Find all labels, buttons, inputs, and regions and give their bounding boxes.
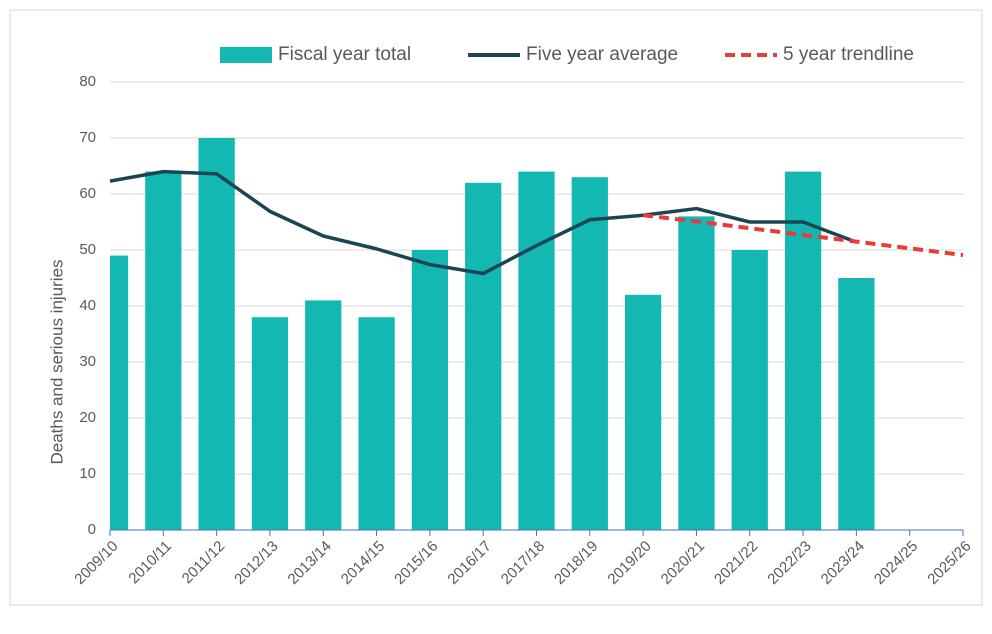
legend-label: Fiscal year total	[278, 44, 411, 65]
bar	[465, 182, 502, 530]
bar	[518, 171, 555, 530]
y-tick-label: 10	[79, 465, 96, 482]
line-series	[642, 213, 964, 258]
y-tick-label: 30	[79, 353, 96, 370]
legend-label: Five year average	[526, 44, 678, 65]
bar	[358, 317, 395, 530]
bar	[678, 216, 715, 530]
y-tick-label: 40	[79, 297, 96, 314]
y-tick-label: 50	[79, 241, 96, 258]
bar	[838, 278, 875, 530]
bar	[110, 255, 129, 530]
bar	[251, 317, 289, 530]
y-tick-label: 70	[79, 129, 96, 146]
y-axis-label: Deaths and serious injuries	[47, 259, 66, 464]
bar	[305, 300, 342, 530]
legend-label: 5 year trendline	[783, 44, 914, 65]
y-tick-label: 80	[79, 73, 96, 90]
bar	[198, 138, 235, 530]
legend-swatch	[220, 47, 272, 63]
line-series	[109, 169, 857, 276]
bar	[145, 171, 182, 530]
plot-area	[110, 138, 875, 530]
bar	[411, 250, 449, 530]
y-tick-label: 0	[88, 521, 96, 538]
y-tick-label: 20	[79, 409, 96, 426]
bar	[571, 177, 608, 530]
bar	[624, 294, 662, 530]
bar	[731, 250, 768, 530]
bar	[784, 171, 822, 530]
y-tick-label: 60	[79, 185, 96, 202]
